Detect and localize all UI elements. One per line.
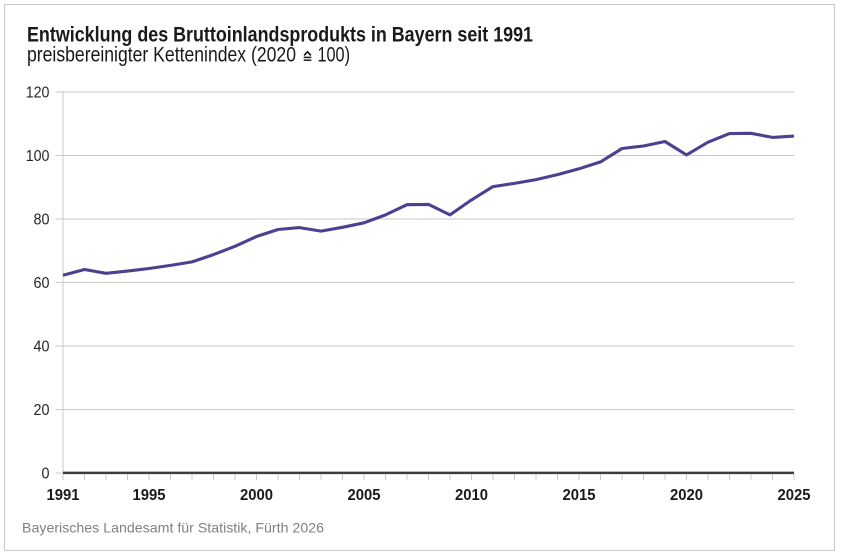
svg-text:0: 0: [42, 466, 50, 483]
svg-text:120: 120: [26, 85, 50, 102]
svg-text:100: 100: [26, 148, 50, 165]
svg-text:preisbereinigter Kettenindex (: preisbereinigter Kettenindex (2020: [27, 44, 296, 67]
svg-text:80: 80: [34, 212, 50, 229]
svg-text:2020: 2020: [670, 487, 703, 504]
svg-text:1991: 1991: [47, 487, 80, 504]
svg-text:2000: 2000: [240, 487, 273, 504]
svg-text:2015: 2015: [563, 487, 596, 504]
svg-text:60: 60: [34, 275, 50, 292]
svg-text:2005: 2005: [348, 487, 381, 504]
svg-text:Entwicklung des Bruttoinlandsp: Entwicklung des Bruttoinlandsprodukts in…: [27, 24, 533, 47]
svg-text:1995: 1995: [133, 487, 166, 504]
svg-text:40: 40: [34, 339, 50, 356]
svg-text:100): 100): [318, 44, 351, 67]
svg-text:20: 20: [34, 402, 50, 419]
svg-text:2010: 2010: [455, 487, 488, 504]
svg-text:Bayerisches Landesamt für Stat: Bayerisches Landesamt für Statistik, Für…: [22, 520, 324, 536]
svg-text:2025: 2025: [778, 487, 811, 504]
